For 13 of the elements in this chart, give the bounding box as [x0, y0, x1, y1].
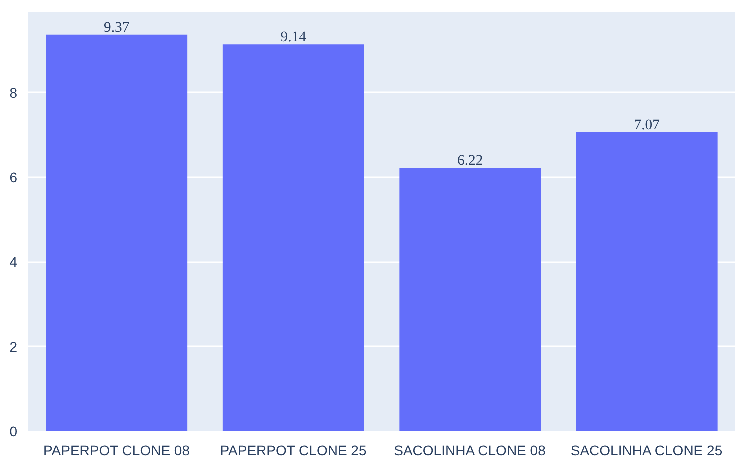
y-tick-label: 6	[10, 170, 18, 186]
data-label: 7.07	[634, 117, 660, 134]
x-tick-label: SACOLINHA CLONE 08	[394, 442, 546, 458]
y-tick-label: 8	[10, 84, 18, 101]
y-tick-label: 2	[10, 338, 18, 355]
x-tick-label: SACOLINHA CLONE 25	[570, 442, 723, 458]
x-tick-label: PAPERPOT CLONE 08	[43, 442, 190, 458]
data-label: 9.37	[104, 20, 130, 36]
data-label: 6.22	[458, 153, 484, 170]
x-tick-label: PAPERPOT CLONE 25	[220, 442, 367, 458]
data-label: 9.14	[280, 30, 308, 46]
y-tick-label: 4	[10, 254, 18, 270]
y-tick-label: 0	[10, 424, 18, 440]
